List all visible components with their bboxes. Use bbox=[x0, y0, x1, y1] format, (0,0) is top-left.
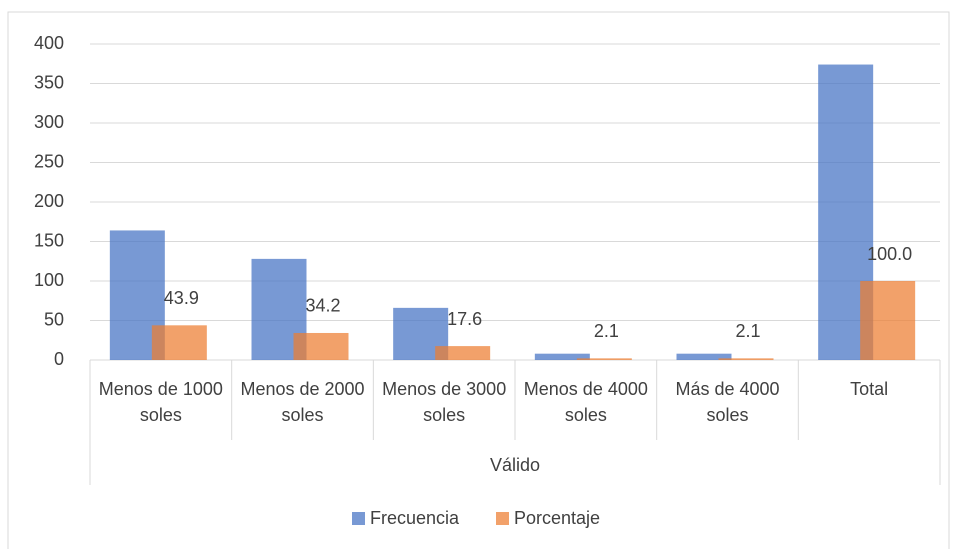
bar bbox=[860, 281, 916, 360]
bar bbox=[534, 353, 590, 360]
data-label: 34.2 bbox=[305, 296, 340, 316]
x-tick-label: Total bbox=[850, 379, 889, 399]
y-tick-label: 250 bbox=[34, 151, 64, 171]
bar bbox=[576, 358, 632, 360]
x-tick-label: Menos de 3000 soles bbox=[382, 379, 507, 425]
y-tick-label: 50 bbox=[44, 309, 64, 329]
y-tick-label: 200 bbox=[34, 191, 64, 211]
data-label: 2.1 bbox=[594, 321, 619, 341]
data-label: 2.1 bbox=[735, 321, 760, 341]
y-tick-label: 150 bbox=[34, 230, 64, 250]
x-tick-label: Menos de 4000 soles bbox=[523, 379, 648, 425]
bar bbox=[293, 332, 349, 360]
legend-swatch bbox=[352, 512, 365, 525]
chart-border bbox=[7, 11, 950, 549]
y-tick-label: 350 bbox=[34, 72, 64, 92]
data-label: 17.6 bbox=[447, 309, 482, 329]
bar bbox=[151, 325, 207, 360]
y-tick-label: 300 bbox=[34, 112, 64, 132]
bar bbox=[435, 346, 491, 360]
legend-label: Frecuencia bbox=[370, 508, 460, 528]
y-tick-label: 0 bbox=[54, 349, 64, 369]
legend-swatch bbox=[496, 512, 509, 525]
data-label: 100.0 bbox=[867, 244, 912, 264]
bar bbox=[676, 353, 732, 360]
legend-label: Porcentaje bbox=[514, 508, 600, 528]
category-group-label: Válido bbox=[490, 455, 540, 475]
data-label: 43.9 bbox=[164, 288, 199, 308]
y-tick-label: 100 bbox=[34, 270, 64, 290]
bar bbox=[718, 358, 774, 360]
x-tick-label: Más de 4000 soles bbox=[675, 379, 780, 425]
x-tick-label: Menos de 1000 soles bbox=[98, 379, 223, 425]
y-tick-label: 400 bbox=[34, 33, 64, 53]
x-tick-label: Menos de 2000 soles bbox=[240, 379, 365, 425]
